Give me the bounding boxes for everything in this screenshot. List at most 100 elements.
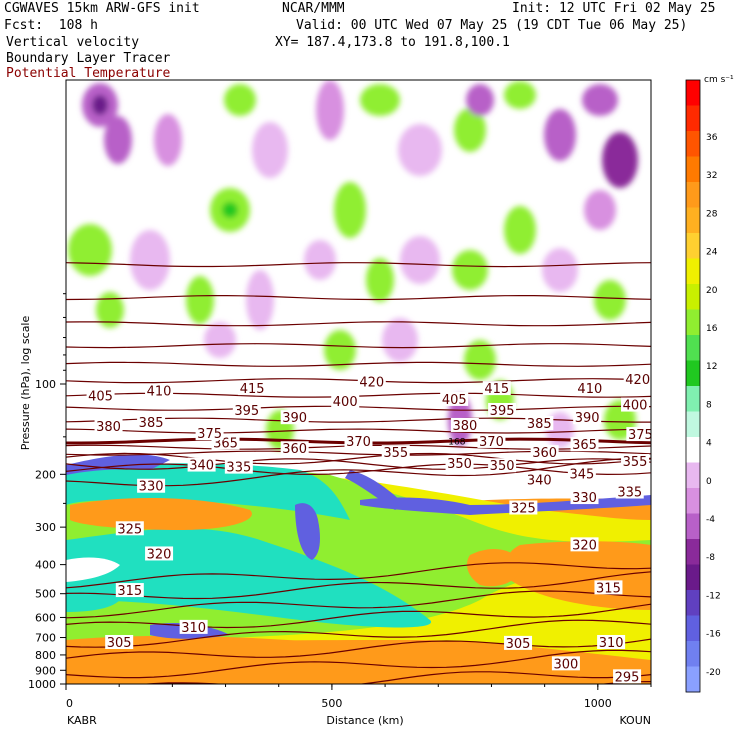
- colorbar: 36 32 28 24 20 16 12 8 4 0 -4 -8 -12 -16 -20: [685, 79, 721, 693]
- field-potential-temperature: Potential Temperature: [6, 66, 171, 81]
- theta-label-bg: [238, 381, 267, 396]
- colorbar-level: 4: [706, 439, 712, 449]
- colorbar-level: 28: [706, 209, 718, 219]
- y-tick-label: 900: [35, 664, 56, 677]
- colorbar-swatch: [686, 258, 700, 285]
- valid-time: Valid: 00 UTC Wed 07 May 25 (19 CDT Tue …: [296, 18, 688, 33]
- theta-label: 305: [506, 637, 531, 652]
- theta-label-bg: [86, 388, 115, 403]
- theta-label: 400: [623, 399, 648, 414]
- theta-label-bg: [615, 484, 644, 499]
- theta-label-bg: [94, 418, 123, 433]
- theta-contour: [66, 262, 651, 268]
- colorbar-swatch: [686, 156, 700, 183]
- colorbar-level: -8: [706, 553, 715, 563]
- theta-contour: [66, 361, 651, 367]
- theta-label: 325: [511, 501, 536, 516]
- theta-label: 350: [447, 457, 472, 472]
- colorbar-swatch: [686, 207, 700, 234]
- cross-section-xy: XY= 187.4,173.8 to 191.8,100.1: [275, 35, 510, 50]
- theta-label-bg: [224, 459, 253, 474]
- forecast-hour: Fcst: 108 h: [4, 18, 98, 33]
- colorbar-units: cm s⁻¹: [704, 75, 734, 85]
- y-tick-label: 700: [35, 632, 56, 645]
- theta-label: 330: [139, 480, 164, 495]
- theta-label: 420: [359, 376, 384, 391]
- center-label: NCAR/MMM: [282, 1, 345, 16]
- colorbar-level: -4: [706, 515, 715, 525]
- colorbar-level: 20: [706, 286, 718, 296]
- colorbar-swatch: [686, 615, 700, 642]
- colorbar-swatch: [686, 564, 700, 591]
- field-vertical-velocity: Vertical velocity: [6, 35, 140, 50]
- colorbar-swatch: [686, 641, 700, 667]
- theta-label: 345: [569, 467, 594, 482]
- theta-label: 415: [240, 382, 265, 397]
- theta-label: 375: [197, 427, 222, 442]
- colorbar-swatch: [686, 590, 700, 616]
- theta-label-bg: [570, 437, 599, 452]
- y-tick-label: 300: [35, 521, 56, 534]
- colorbar-swatch: [686, 284, 700, 310]
- theta-label-bg: [551, 656, 580, 671]
- init-time: Init: 12 UTC Fri 02 May 25: [512, 1, 716, 16]
- plot-frame: [65, 79, 652, 685]
- colorbar-level: 36: [706, 133, 718, 143]
- colorbar-swatch: [686, 488, 700, 514]
- theta-label-bg: [482, 381, 511, 396]
- theta-label: 365: [572, 438, 597, 453]
- theta-label: 355: [383, 446, 408, 461]
- colorbar-level: 8: [706, 400, 712, 410]
- colorbar-level: 24: [706, 248, 718, 258]
- theta-label-bg: [594, 580, 623, 595]
- theta-label-bg: [626, 427, 651, 442]
- colorbar-swatch: [686, 411, 700, 438]
- theta-label-bg: [280, 410, 309, 425]
- theta-label: 295: [615, 670, 640, 685]
- theta-label-bg: [573, 410, 602, 425]
- y-tick-label: 500: [35, 588, 56, 601]
- colorbar-swatch: [686, 462, 700, 489]
- y-tick-label: 800: [35, 649, 56, 662]
- theta-label: 405: [88, 389, 113, 404]
- theta-contour: [66, 321, 651, 327]
- theta-contour: [66, 619, 651, 648]
- theta-label: 395: [234, 404, 259, 419]
- theta-label-bg: [145, 546, 174, 561]
- theta-contour: [66, 458, 651, 470]
- theta-label-bg: [525, 472, 554, 487]
- y-tick-label: 100: [35, 378, 56, 391]
- theta-label-bg: [621, 454, 650, 469]
- theta-label: 340: [527, 474, 552, 489]
- theta-contour: [66, 463, 651, 476]
- colorbar-swatch: [686, 335, 700, 361]
- theta-label-bg: [477, 433, 506, 448]
- colorbar-swatch: [686, 437, 700, 463]
- theta-label-bg: [105, 634, 134, 649]
- theta-label-bg: [509, 500, 538, 515]
- theta-contour: [66, 571, 651, 600]
- colorbar-level: 0: [706, 477, 712, 487]
- theta-contour: [66, 590, 651, 619]
- theta-label: 415: [484, 382, 509, 397]
- theta-label-bg: [357, 374, 386, 389]
- theta-label: 375: [628, 428, 653, 443]
- colorbar-level: 32: [706, 171, 717, 181]
- theta-label-bg: [567, 466, 596, 481]
- theta-label: 380: [96, 420, 121, 435]
- theta-label: 390: [282, 411, 307, 426]
- theta-label-bg: [232, 402, 261, 417]
- colorbar-swatch: [686, 386, 700, 412]
- colorbar-swatch: [686, 666, 700, 693]
- theta-label: 410: [147, 385, 172, 400]
- y-tick-label: 1000: [28, 678, 56, 691]
- theta-label: 370: [346, 435, 371, 450]
- theta-label: 390: [575, 411, 600, 426]
- x-axis-label: Distance (km): [326, 714, 403, 727]
- theta-label-bg: [344, 433, 373, 448]
- theta-label-bg: [115, 583, 144, 598]
- theta-label: 380: [452, 419, 477, 434]
- theta-label-bg: [488, 402, 517, 417]
- theta-label-bg: [621, 397, 650, 412]
